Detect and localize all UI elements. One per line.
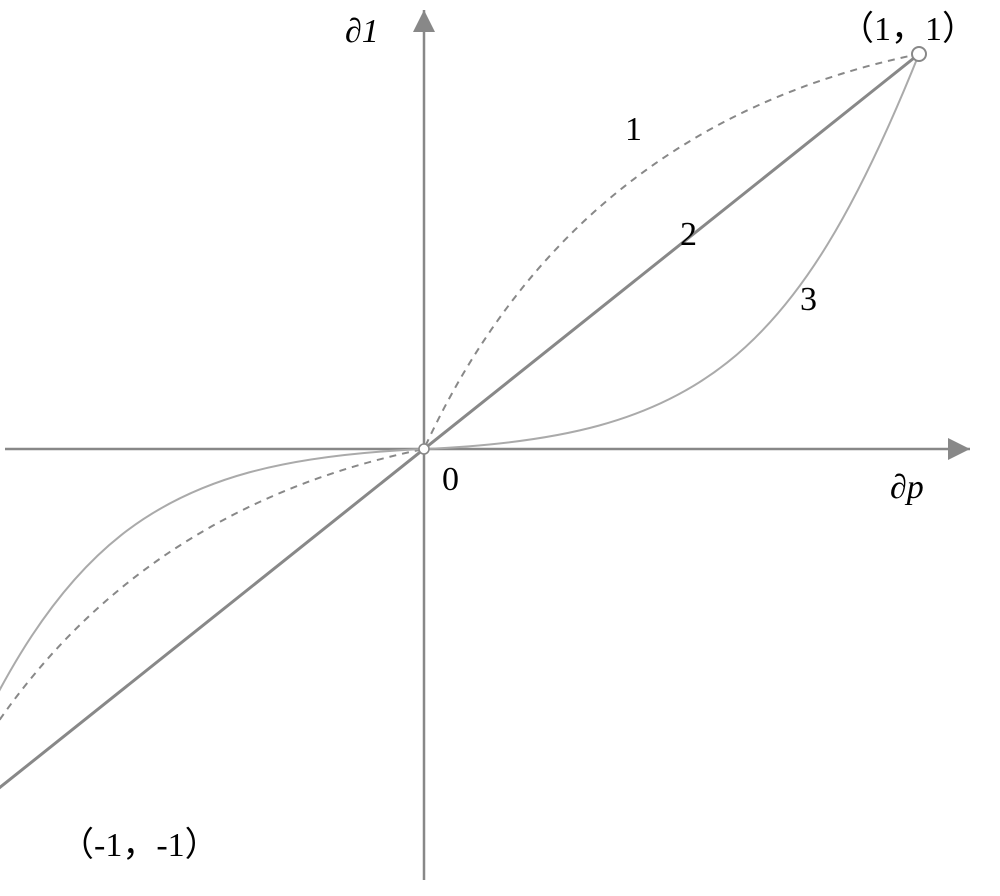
origin-label: 0 bbox=[442, 461, 459, 498]
coord-1-1: （1，1） bbox=[840, 10, 976, 48]
origin-point bbox=[419, 444, 429, 454]
x-axis-label: ∂p bbox=[890, 469, 924, 506]
point-1-1 bbox=[912, 47, 926, 61]
curve-label-3: 3 bbox=[800, 281, 817, 318]
x-axis-arrow bbox=[948, 438, 970, 460]
curve-label-1: 1 bbox=[625, 111, 642, 148]
curve-label-2: 2 bbox=[680, 216, 697, 253]
coord-neg1-neg1: （-1，-1） bbox=[60, 826, 219, 864]
y-axis-label: ∂1 bbox=[345, 13, 379, 50]
y-axis-arrow bbox=[413, 10, 435, 32]
